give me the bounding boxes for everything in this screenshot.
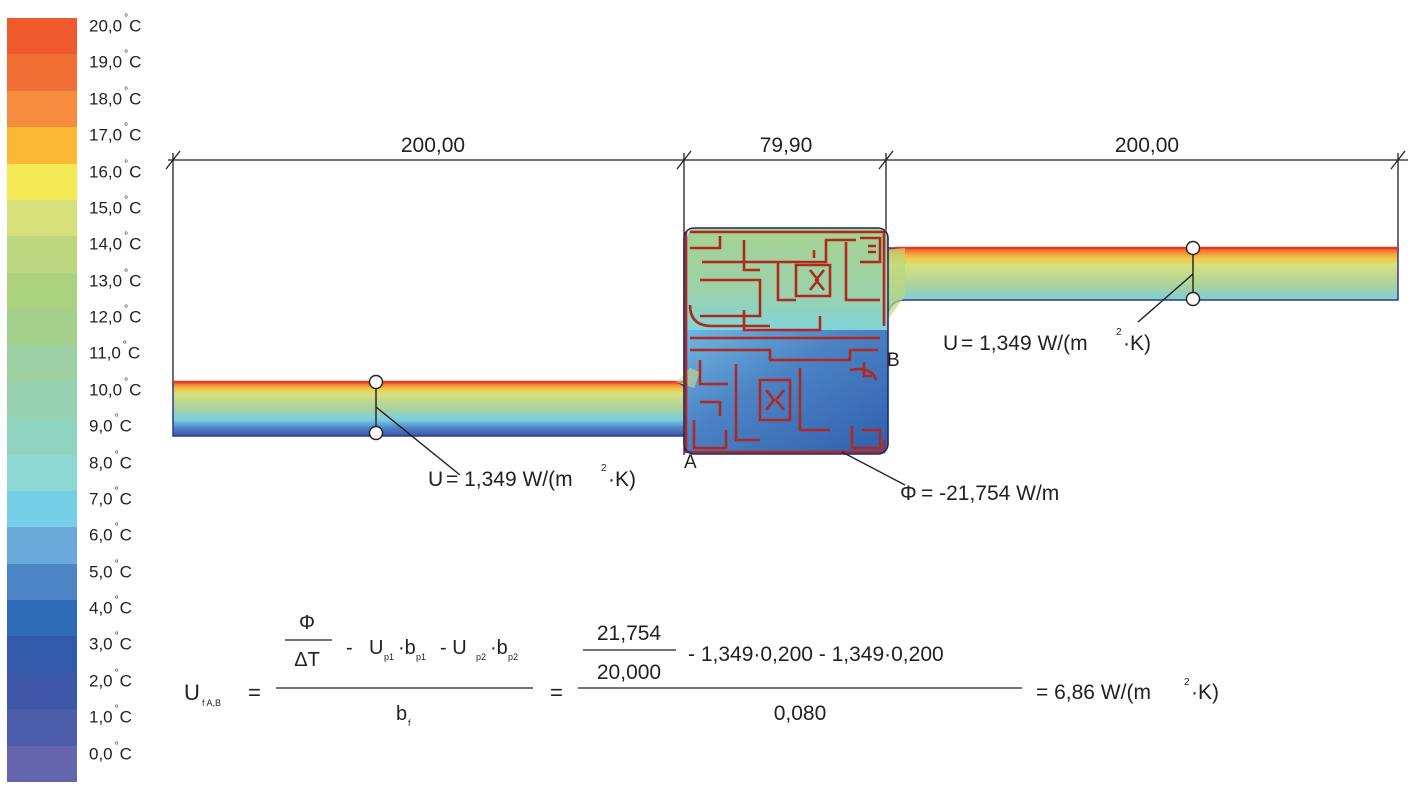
measure-left	[368, 374, 461, 476]
point-b-label: B	[887, 350, 900, 371]
legend-swatch	[7, 454, 77, 492]
legend-swatch	[7, 199, 77, 237]
legend-label: 7,0 °C	[89, 485, 132, 509]
legend-swatch	[7, 54, 77, 92]
legend-swatch	[7, 600, 77, 637]
formula-bf-sub: f	[408, 718, 411, 728]
legend-swatch	[7, 236, 77, 274]
legend-swatch	[7, 18, 77, 55]
legend-label: 3,0 °C	[89, 631, 132, 655]
formula-terms: - 1,349·0,200 - 1,349·0,200	[688, 643, 944, 666]
u-left-symbol: U	[428, 468, 443, 491]
u-value-formula: U f A,B = Φ ΔT - U p1 ·b p1 - U p2 ·b p2…	[184, 612, 1219, 728]
legend-swatch	[7, 163, 77, 201]
legend-label: 15,0 °C	[89, 194, 142, 218]
legend-label: 6,0 °C	[89, 522, 132, 545]
phi-leader	[841, 451, 906, 486]
formula-eq1: =	[248, 680, 261, 705]
legend-swatch	[7, 709, 77, 747]
legend-swatch	[7, 745, 77, 783]
formula-num-value: 21,754	[597, 622, 662, 645]
u-left-value: = 1,349 W/(m	[446, 468, 573, 491]
legend-label: 12,0 °C	[89, 304, 142, 327]
formula-result-exp: 2	[1184, 677, 1190, 688]
legend-label: 20,0 °C	[89, 13, 142, 36]
formula-lhs-sub: f A,B	[202, 698, 221, 708]
u-right-exponent: 2	[1116, 327, 1122, 338]
formula-bp2-sub: p2	[508, 652, 518, 662]
formula-lhs: U	[184, 680, 200, 705]
formula-bp2: ·b	[490, 637, 508, 659]
u-right-symbol: U	[943, 332, 958, 355]
legend-swatch	[7, 127, 77, 165]
legend-label: 17,0 °C	[89, 122, 142, 145]
formula-up1-sub: p1	[384, 652, 394, 662]
legend-swatch	[7, 381, 77, 419]
legend-label: 0,0 °C	[89, 740, 132, 764]
formula-bf: b	[396, 703, 407, 725]
formula-result: = 6,86 W/(m	[1036, 681, 1151, 704]
u-right-annotation: U = 1,349 W/(m 2 ·K)	[943, 327, 1151, 355]
measure-right	[1137, 240, 1201, 323]
legend-label: 9,0 °C	[89, 413, 132, 436]
formula-den-value: 20,000	[597, 661, 661, 684]
formula-minus2: - U	[440, 637, 467, 659]
legend-label: 4,0 °C	[89, 595, 132, 618]
legend-swatch	[7, 418, 77, 456]
formula-bp1: ·b	[398, 637, 416, 659]
phi-symbol: Φ	[900, 482, 917, 505]
formula-bp1-sub: p1	[416, 652, 426, 662]
u-right-value: = 1,349 W/(m	[961, 332, 1088, 355]
legend-swatch	[7, 272, 77, 310]
legend-swatch	[7, 636, 77, 674]
u-left-suffix: ·K)	[608, 468, 636, 491]
legend-label: 5,0 °C	[89, 558, 132, 582]
phi-value: = -21,754 W/m	[921, 482, 1059, 505]
phi-annotation: Φ = -21,754 W/m	[900, 482, 1059, 505]
legend-label: 13,0 °C	[89, 267, 142, 291]
window-frame-section	[676, 227, 905, 455]
legend-label: 16,0 °C	[89, 158, 142, 182]
legend-swatch	[7, 672, 77, 710]
legend-label: 1,0 °C	[89, 704, 132, 727]
legend-swatch	[7, 563, 77, 601]
legend-label: 14,0 °C	[89, 231, 142, 254]
legend-label: 8,0 °C	[89, 449, 132, 473]
dimension-middle-label: 79,90	[760, 134, 813, 157]
legend-label: 18,0 °C	[89, 85, 142, 109]
legend-swatch	[7, 527, 77, 565]
formula-minus1: -	[346, 637, 353, 659]
legend-label: 11,0 °C	[89, 340, 141, 364]
right-panel	[885, 247, 1399, 326]
legend-label: 10,0 °C	[89, 376, 142, 400]
u-right-suffix: ·K)	[1123, 332, 1151, 355]
formula-divisor: 0,080	[774, 702, 827, 725]
formula-eq2: =	[550, 680, 563, 705]
left-panel	[172, 381, 691, 437]
u-left-annotation: U = 1,349 W/(m 2 ·K)	[428, 463, 636, 491]
legend-swatch	[7, 490, 77, 528]
formula-up1: U	[369, 637, 383, 659]
formula-result-suffix: ·K)	[1191, 681, 1219, 704]
legend-label: 19,0 °C	[89, 49, 142, 73]
formula-phi: Φ	[299, 612, 315, 634]
u-left-exponent: 2	[601, 463, 607, 474]
dimension-right-label: 200,00	[1115, 134, 1179, 157]
legend-swatch	[7, 90, 77, 128]
legend-label: 2,0 °C	[89, 667, 132, 691]
legend-swatch	[7, 345, 77, 383]
formula-delta-t: ΔT	[294, 649, 320, 671]
dimension-left-label: 200,00	[401, 134, 465, 157]
legend-swatch	[7, 309, 77, 346]
formula-up2-sub: p2	[476, 652, 486, 662]
temperature-legend: 20,0 °C 19,0 °C 18,0 °C 17,0 °C 16,0 °C 15,0 °C 14,0…	[7, 13, 141, 783]
point-a-label: A	[684, 452, 697, 473]
